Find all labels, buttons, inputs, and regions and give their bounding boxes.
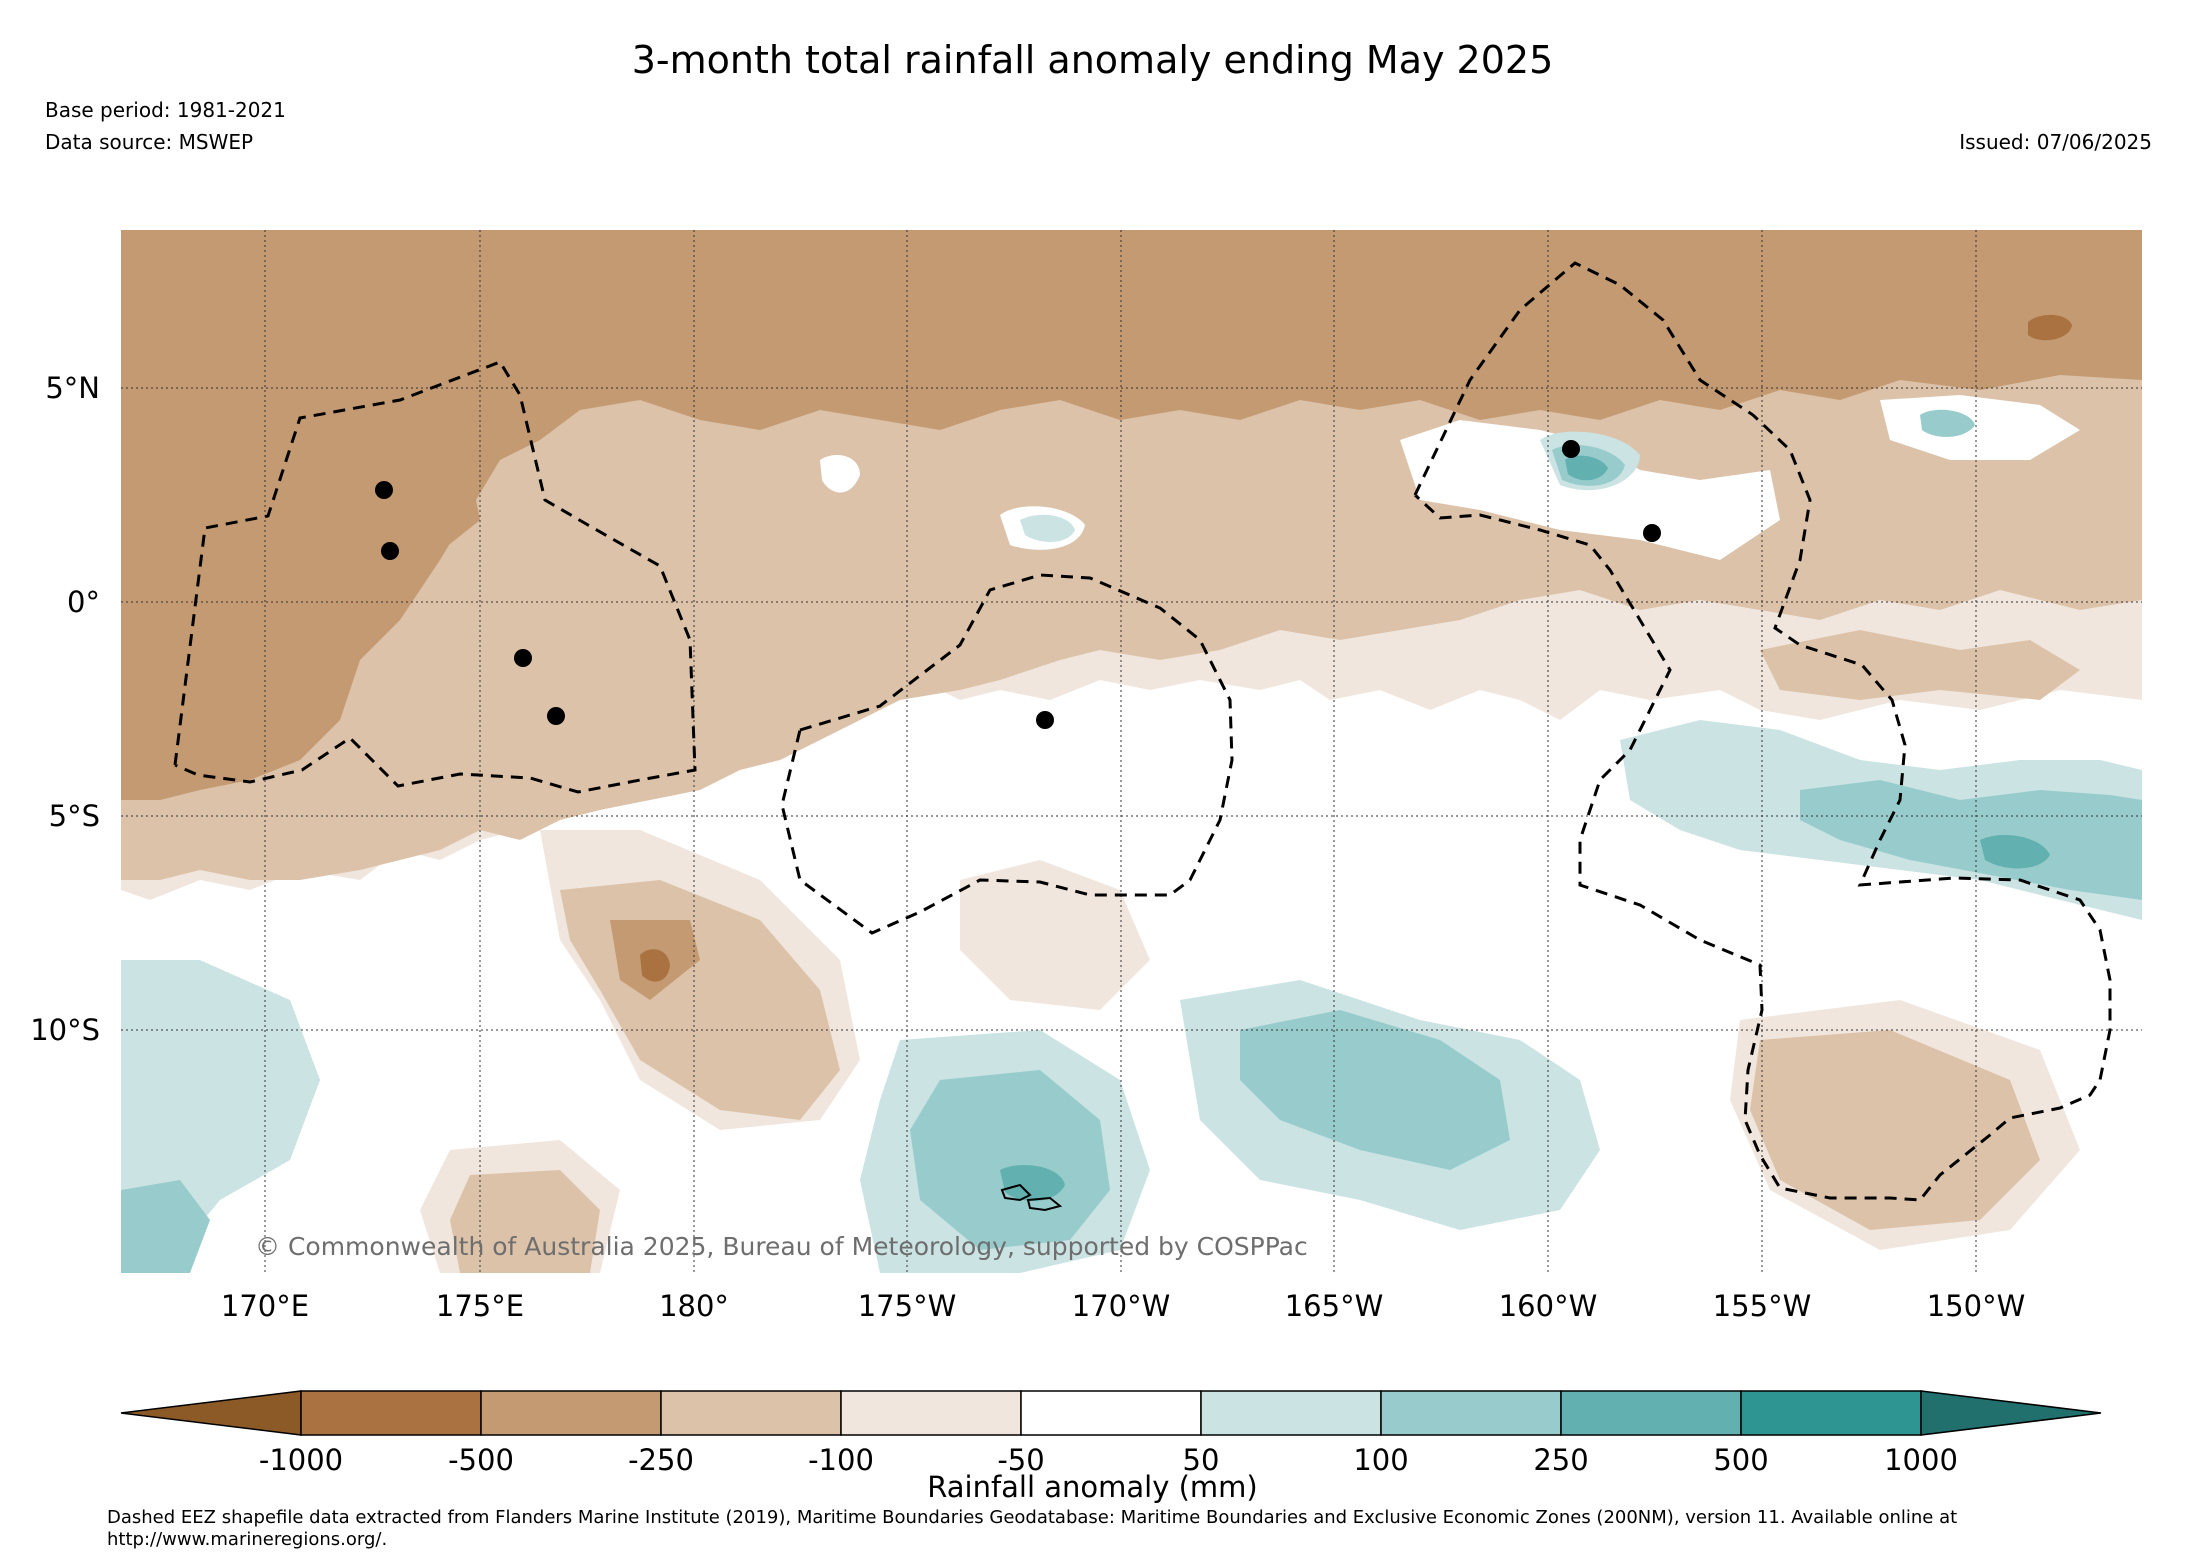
anomaly-patch-dark-brown — [2028, 314, 2072, 341]
data-source-label: Data source: MSWEP — [45, 130, 254, 154]
copyright-notice: © Commonwealth of Australia 2025, Bureau… — [255, 1232, 1308, 1261]
lon-label: 170°W — [1072, 1289, 1171, 1323]
colorbar — [120, 1390, 2102, 1436]
colorbar-extend-low — [120, 1390, 302, 1436]
anomaly-patch-dark-brown — [640, 949, 670, 982]
lon-label: 160°W — [1499, 1289, 1598, 1323]
anomaly-patch-teal — [1240, 1010, 1510, 1170]
issued-date-label: Issued: 07/06/2025 — [1959, 130, 2152, 154]
colorbar-segment — [840, 1390, 1022, 1436]
anomaly-patch-tan — [450, 1170, 600, 1273]
colorbar-segment — [1740, 1390, 1922, 1436]
lat-label-10s: 10°S — [30, 1013, 100, 1047]
island-markers — [375, 440, 1661, 729]
lon-label: 175°E — [436, 1289, 524, 1323]
colorbar-tick-label: -250 — [628, 1443, 694, 1477]
anomaly-field — [121, 230, 2142, 1273]
footnote: Dashed EEZ shapefile data extracted from… — [107, 1507, 1958, 1550]
colorbar-tick-label: -500 — [448, 1443, 514, 1477]
anomaly-patch-light-teal — [1020, 514, 1075, 542]
colorbar-extend-high — [1920, 1390, 2102, 1436]
colorbar-tick-label: -50 — [997, 1443, 1044, 1477]
lon-label: 155°W — [1713, 1289, 1812, 1323]
colorbar-segment — [1560, 1390, 1742, 1436]
eez-boundaries — [173, 261, 2112, 1202]
colorbar-tick-label: 50 — [1183, 1443, 1220, 1477]
colorbar-tick-label: 250 — [1533, 1443, 1588, 1477]
anomaly-patch-tan — [1760, 630, 2080, 700]
lon-label: 150°W — [1927, 1289, 2026, 1323]
lon-label: 170°E — [221, 1289, 309, 1323]
base-period-label: Base period: 1981-2021 — [45, 98, 286, 122]
eez-boundary-kiribati-gilbert — [173, 360, 697, 794]
anomaly-patch-teal — [1920, 409, 1975, 437]
colorbar-title: Rainfall anomaly (mm) — [927, 1470, 1258, 1504]
eez-boundary-line-islands — [1413, 261, 2112, 1202]
anomaly-patch-brown — [121, 420, 480, 790]
anomaly-band-brown — [121, 230, 2142, 800]
colorbar-segment — [300, 1390, 482, 1436]
anomaly-patch-light-tan — [960, 860, 1150, 1010]
island-marker — [1562, 440, 1580, 458]
colorbar-tick-label: -1000 — [259, 1443, 343, 1477]
anomaly-patch-tan — [1750, 1030, 2040, 1230]
map-title: 3-month total rainfall anomaly ending Ma… — [631, 38, 1554, 82]
colorbar-segment — [1380, 1390, 1562, 1436]
island-marker — [1036, 711, 1054, 729]
lon-label: 180° — [659, 1289, 729, 1323]
island-marker — [381, 542, 399, 560]
anomaly-patch-dark-teal — [1980, 835, 2050, 869]
eez-boundary-phoenix — [780, 573, 1234, 935]
colorbar-ticks: -1000 -500 -250 -100 -50 50 100 250 500 … — [259, 1443, 1958, 1477]
anomaly-patch-white — [820, 455, 860, 493]
anomaly-patch-teal — [121, 1180, 210, 1273]
anomaly-patch-teal — [1800, 780, 2142, 900]
lon-label: 165°W — [1285, 1289, 1384, 1323]
island-marker — [547, 707, 565, 725]
anomaly-patch-brown — [1900, 330, 2040, 380]
anomaly-patch-dark-teal — [1000, 1165, 1065, 1202]
colorbar-segment — [1020, 1390, 1202, 1436]
colorbar-segment — [660, 1390, 842, 1436]
colorbar-tick-label: 100 — [1353, 1443, 1408, 1477]
lon-label: 175°W — [858, 1289, 957, 1323]
colorbar-tick-label: -100 — [808, 1443, 874, 1477]
island-marker — [514, 649, 532, 667]
lat-label-0: 0° — [67, 585, 100, 619]
lat-label-5n: 5°N — [45, 371, 100, 405]
colorbar-tick-label: 500 — [1713, 1443, 1768, 1477]
samoa-coastline — [1000, 1183, 1063, 1212]
colorbar-segment — [480, 1390, 662, 1436]
colorbar-segment — [1200, 1390, 1382, 1436]
island-marker — [1643, 524, 1661, 542]
island-marker — [375, 481, 393, 499]
lat-label-5s: 5°S — [49, 799, 100, 833]
colorbar-tick-label: 1000 — [1884, 1443, 1958, 1477]
anomaly-patch-dark-teal — [1565, 455, 1608, 481]
